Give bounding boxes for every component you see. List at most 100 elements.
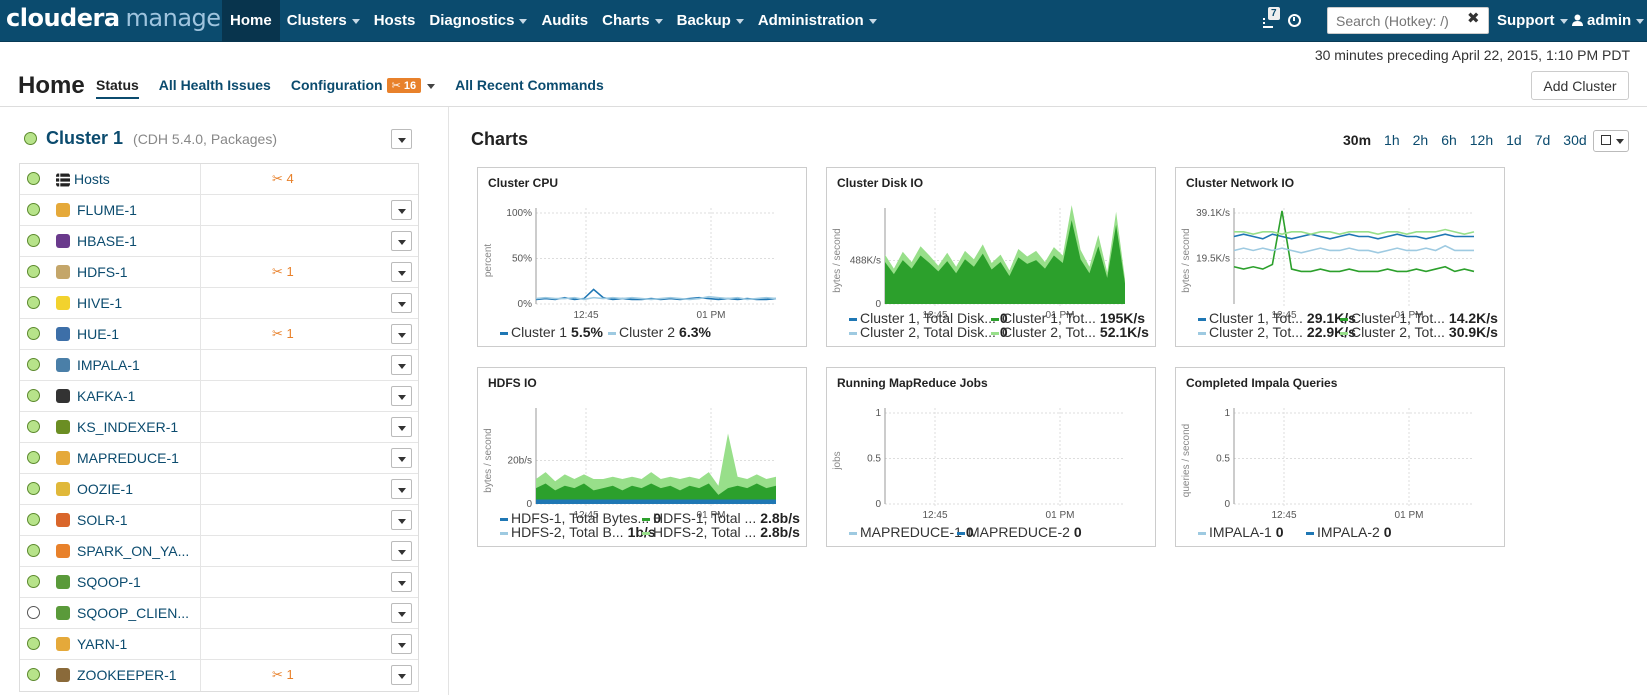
legend-item[interactable]: HDFS-1, Total Bytes... 0	[500, 510, 661, 526]
legend-item[interactable]: Cluster 1 5.5%	[500, 324, 603, 340]
time-range-7d[interactable]: 7d	[1534, 132, 1551, 148]
legend-item[interactable]: MAPREDUCE-2 0	[957, 524, 1082, 540]
chart-card[interactable]: Cluster Disk IO bytes / second 488K/s 0 12:4…	[826, 167, 1156, 347]
service-actions-dropdown[interactable]	[391, 572, 412, 592]
tab-all-health-issues[interactable]: All Health Issues	[158, 77, 271, 93]
legend-item[interactable]: Cluster 1, Tot... 195K/s	[991, 310, 1145, 326]
time-range-30m[interactable]: 30m	[1343, 132, 1372, 148]
support-menu[interactable]: Support	[1497, 0, 1568, 42]
tab-configuration[interactable]: Configuration ✂ 16	[291, 77, 436, 99]
service-link[interactable]: YARN-1	[77, 636, 128, 652]
service-link[interactable]: HUE-1	[77, 326, 120, 342]
add-cluster-button[interactable]: Add Cluster	[1531, 71, 1629, 100]
service-link[interactable]: KS_INDEXER-1	[77, 419, 179, 435]
notifications-icon[interactable]: 7	[1262, 7, 1284, 30]
service-link[interactable]: SOLR-1	[77, 512, 128, 528]
nav-home[interactable]: Home	[222, 0, 280, 42]
service-actions-dropdown[interactable]	[391, 665, 412, 685]
legend-item[interactable]: HDFS-1, Total ... 2.8b/s	[642, 510, 800, 526]
legend-item[interactable]: Cluster 2 6.3%	[608, 324, 711, 340]
y-tick-label: 100%	[506, 208, 532, 219]
service-issues[interactable]: ✂ 1	[272, 326, 294, 341]
legend-item[interactable]: IMPALA-1 0	[1198, 524, 1284, 540]
service-link[interactable]: IMPALA-1	[77, 357, 140, 373]
cluster-name[interactable]: Cluster 1	[46, 128, 124, 148]
service-actions-dropdown[interactable]	[391, 200, 412, 220]
service-actions-dropdown[interactable]	[391, 231, 412, 251]
notifications-count: 7	[1268, 7, 1280, 20]
service-link[interactable]: KAFKA-1	[77, 388, 136, 404]
service-actions-dropdown[interactable]	[391, 603, 412, 623]
cluster-actions-dropdown[interactable]	[391, 129, 412, 149]
service-link[interactable]: OOZIE-1	[77, 481, 134, 497]
time-range-6h[interactable]: 6h	[1441, 132, 1457, 148]
service-link[interactable]: SPARK_ON_YA...	[77, 543, 190, 559]
service-link[interactable]: MAPREDUCE-1	[77, 450, 179, 466]
service-link[interactable]: SQOOP-1	[77, 574, 141, 590]
nav-audits[interactable]: Audits	[534, 0, 595, 42]
chart-card[interactable]: Cluster CPU percent 100% 50% 0% 12:45 01 PM Clu…	[477, 167, 807, 347]
service-actions-dropdown[interactable]	[391, 448, 412, 468]
y-tick-label: 0.5	[867, 454, 881, 465]
service-link[interactable]: HDFS-1	[77, 264, 128, 280]
chart-plot: percent 100% 50% 0% 12:45 01 PM	[483, 208, 777, 321]
legend-item[interactable]: IMPALA-2 0	[1306, 524, 1392, 540]
legend-item[interactable]: Cluster 2, Total Disk... 0	[849, 324, 1008, 340]
legend-item[interactable]: Cluster 2, Tot... 52.1K/s	[991, 324, 1149, 340]
series-area	[536, 483, 776, 504]
tab-all-recent-commands[interactable]: All Recent Commands	[455, 77, 604, 93]
search-clear-icon[interactable]: ✖	[1467, 10, 1480, 27]
tab-status[interactable]: Status	[96, 77, 139, 99]
legend-item[interactable]: Cluster 1, Tot... 14.2K/s	[1340, 310, 1498, 326]
search-input[interactable]	[1327, 7, 1489, 34]
service-link[interactable]: HBASE-1	[77, 233, 137, 249]
legend-item[interactable]: MAPREDUCE-1 0	[849, 524, 974, 540]
service-actions-dropdown[interactable]	[391, 355, 412, 375]
legend-item[interactable]: Cluster 1, Tot... 29.1K/s	[1198, 310, 1356, 326]
service-link[interactable]: HIVE-1	[77, 295, 123, 311]
chart-card[interactable]: Completed Impala Queries queries / second…	[1175, 367, 1505, 547]
service-actions-dropdown[interactable]	[391, 510, 412, 530]
time-range-30d[interactable]: 30d	[1563, 132, 1587, 148]
time-range-12h[interactable]: 12h	[1469, 132, 1494, 148]
nav-clusters[interactable]: Clusters	[280, 0, 367, 42]
service-issues[interactable]: ✂ 1	[272, 264, 294, 279]
clock-icon[interactable]	[1288, 14, 1301, 27]
service-issues[interactable]: ✂ 1	[272, 667, 294, 682]
nav-hosts[interactable]: Hosts	[367, 0, 423, 42]
nav-backup[interactable]: Backup	[670, 0, 751, 42]
service-actions-dropdown[interactable]	[391, 324, 412, 344]
time-range-1h[interactable]: 1h	[1384, 132, 1400, 148]
timeline-range-text[interactable]: 30 minutes preceding April 22, 2015, 1:1…	[1314, 47, 1630, 63]
nav-administration[interactable]: Administration	[751, 0, 884, 42]
hosts-issues[interactable]: ✂ 4	[272, 171, 294, 186]
service-link[interactable]: SQOOP_CLIEN...	[77, 605, 190, 621]
cloudera-manager-logo[interactable]: cloudera manager	[6, 4, 230, 38]
legend-item[interactable]: Cluster 1, Total Disk... 0	[849, 310, 1008, 326]
service-link[interactable]: ZOOKEEPER-1	[77, 667, 177, 683]
legend-item[interactable]: Cluster 2, Tot... 22.9K/s	[1198, 324, 1356, 340]
service-actions-dropdown[interactable]	[391, 479, 412, 499]
edit-charts-button[interactable]	[1593, 130, 1629, 152]
service-actions-dropdown[interactable]	[391, 293, 412, 313]
service-link[interactable]: FLUME-1	[77, 202, 137, 218]
time-range-1d[interactable]: 1d	[1506, 132, 1522, 148]
legend-label: Cluster 2, Tot...	[1209, 324, 1303, 340]
nav-diagnostics[interactable]: Diagnostics	[422, 0, 534, 42]
legend-item[interactable]: HDFS-2, Total B...1b/s	[500, 524, 656, 540]
legend-item[interactable]: Cluster 2, Tot... 30.9K/s	[1340, 324, 1498, 340]
nav-charts[interactable]: Charts	[595, 0, 670, 42]
chart-card[interactable]: Cluster Network IO bytes / second 39.1K/s 1…	[1175, 167, 1505, 347]
hosts-link[interactable]: Hosts	[74, 171, 110, 187]
service-actions-dropdown[interactable]	[391, 262, 412, 282]
legend-item[interactable]: HDFS-2, Total ... 2.8b/s	[642, 524, 800, 540]
chart-card[interactable]: Running MapReduce Jobs jobs 1 0.5 0 12:45 01 P…	[826, 367, 1156, 547]
user-menu[interactable]: admin	[1572, 0, 1645, 42]
chart-card[interactable]: HDFS IO bytes / second 20b/s 0 12:45 01 PM HDF…	[477, 367, 807, 547]
time-range-2h[interactable]: 2h	[1412, 132, 1429, 148]
service-actions-dropdown[interactable]	[391, 541, 412, 561]
service-actions-dropdown[interactable]	[391, 417, 412, 437]
service-actions-dropdown[interactable]	[391, 386, 412, 406]
service-actions-dropdown[interactable]	[391, 634, 412, 654]
cluster-version: (CDH 5.4.0, Packages)	[133, 130, 277, 147]
